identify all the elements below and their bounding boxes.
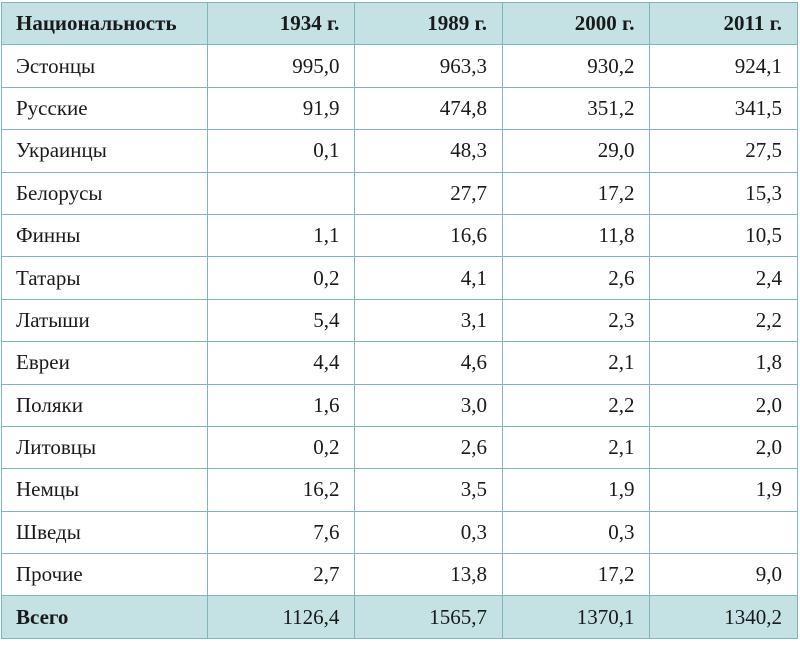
value-cell: 0,3: [354, 510, 503, 555]
value-cell: 0,2: [206, 256, 356, 300]
nationality-cell: Немцы: [1, 468, 208, 512]
value-cell: 9,0: [649, 553, 798, 597]
nationality-cell: Поляки: [1, 383, 208, 427]
header-year-1989: 1989 г.: [354, 1, 503, 46]
table-row: Эстонцы 995,0 963,3 930,2 924,1: [1, 44, 798, 88]
value-cell: 2,6: [354, 425, 503, 470]
value-cell: 0,2: [206, 425, 356, 470]
value-cell: 2,2: [649, 298, 798, 343]
nationality-cell: Татары: [1, 256, 208, 300]
value-cell: 15,3: [649, 171, 798, 215]
value-cell: 474,8: [354, 86, 503, 131]
value-cell: 2,1: [501, 341, 651, 385]
table-row: Русские 91,9 474,8 351,2 341,5: [1, 86, 798, 131]
value-cell: 3,5: [354, 468, 503, 512]
value-cell: 4,4: [206, 341, 356, 385]
value-cell: 16,2: [206, 468, 356, 512]
population-table: Национальность 1934 г. 1989 г. 2000 г. 2…: [1, 1, 798, 639]
total-label: Всего: [1, 595, 208, 639]
value-cell: 2,0: [649, 425, 798, 470]
nationality-cell: Шведы: [1, 510, 208, 555]
value-cell: [206, 171, 356, 215]
header-nationality: Национальность: [1, 1, 208, 46]
value-cell: 11,8: [501, 213, 651, 258]
nationality-cell: Русские: [1, 86, 208, 131]
header-year-2000: 2000 г.: [501, 1, 651, 46]
table-row: Литовцы 0,2 2,6 2,1 2,0: [1, 425, 798, 470]
nationality-cell: Украинцы: [1, 129, 208, 173]
nationality-cell: Евреи: [1, 341, 208, 385]
value-cell: 1,9: [501, 468, 651, 512]
table-row: Белорусы 27,7 17,2 15,3: [1, 171, 798, 215]
value-cell: 0,1: [206, 129, 356, 173]
value-cell: 924,1: [649, 44, 798, 88]
value-cell: 7,6: [206, 510, 356, 555]
value-cell: [649, 510, 798, 555]
table-row: Поляки 1,6 3,0 2,2 2,0: [1, 383, 798, 427]
value-cell: 2,6: [501, 256, 651, 300]
value-cell: 2,2: [501, 383, 651, 427]
value-cell: 2,1: [501, 425, 651, 470]
value-cell: 341,5: [649, 86, 798, 131]
value-cell: 963,3: [354, 44, 503, 88]
value-cell: 17,2: [501, 171, 651, 215]
nationality-cell: Эстонцы: [1, 44, 208, 88]
value-cell: 2,3: [501, 298, 651, 343]
value-cell: 3,0: [354, 383, 503, 427]
header-year-2011: 2011 г.: [649, 1, 798, 46]
total-row: Всего 1126,4 1565,7 1370,1 1340,2: [1, 595, 798, 639]
table-body: Эстонцы 995,0 963,3 930,2 924,1 Русские 91,9 47…: [1, 44, 798, 597]
value-cell: 16,6: [354, 213, 503, 258]
nationality-cell: Прочие: [1, 553, 208, 597]
total-cell: 1126,4: [206, 595, 356, 639]
value-cell: 2,7: [206, 553, 356, 597]
value-cell: 4,1: [354, 256, 503, 300]
value-cell: 1,8: [649, 341, 798, 385]
value-cell: 930,2: [501, 44, 651, 88]
value-cell: 1,1: [206, 213, 356, 258]
value-cell: 4,6: [354, 341, 503, 385]
header-year-1934: 1934 г.: [206, 1, 356, 46]
total-cell: 1565,7: [354, 595, 503, 639]
table-row: Татары 0,2 4,1 2,6 2,4: [1, 256, 798, 300]
value-cell: 17,2: [501, 553, 651, 597]
value-cell: 27,7: [354, 171, 503, 215]
table-row: Финны 1,1 16,6 11,8 10,5: [1, 213, 798, 258]
table-row: Украинцы 0,1 48,3 29,0 27,5: [1, 129, 798, 173]
header-row: Национальность 1934 г. 1989 г. 2000 г. 2…: [1, 1, 798, 46]
table-row: Евреи 4,4 4,6 2,1 1,8: [1, 341, 798, 385]
value-cell: 1,6: [206, 383, 356, 427]
value-cell: 29,0: [501, 129, 651, 173]
value-cell: 1,9: [649, 468, 798, 512]
table-row: Шведы 7,6 0,3 0,3: [1, 510, 798, 555]
nationality-cell: Белорусы: [1, 171, 208, 215]
value-cell: 2,0: [649, 383, 798, 427]
nationality-cell: Литовцы: [1, 425, 208, 470]
value-cell: 10,5: [649, 213, 798, 258]
nationality-cell: Латыши: [1, 298, 208, 343]
value-cell: 2,4: [649, 256, 798, 300]
value-cell: 91,9: [206, 86, 356, 131]
value-cell: 995,0: [206, 44, 356, 88]
value-cell: 351,2: [501, 86, 651, 131]
nationality-cell: Финны: [1, 213, 208, 258]
value-cell: 13,8: [354, 553, 503, 597]
value-cell: 5,4: [206, 298, 356, 343]
total-cell: 1370,1: [501, 595, 651, 639]
table-row: Латыши 5,4 3,1 2,3 2,2: [1, 298, 798, 343]
value-cell: 0,3: [501, 510, 651, 555]
total-cell: 1340,2: [649, 595, 798, 639]
value-cell: 48,3: [354, 129, 503, 173]
table-row: Прочие 2,7 13,8 17,2 9,0: [1, 553, 798, 597]
value-cell: 27,5: [649, 129, 798, 173]
table-row: Немцы 16,2 3,5 1,9 1,9: [1, 468, 798, 512]
value-cell: 3,1: [354, 298, 503, 343]
